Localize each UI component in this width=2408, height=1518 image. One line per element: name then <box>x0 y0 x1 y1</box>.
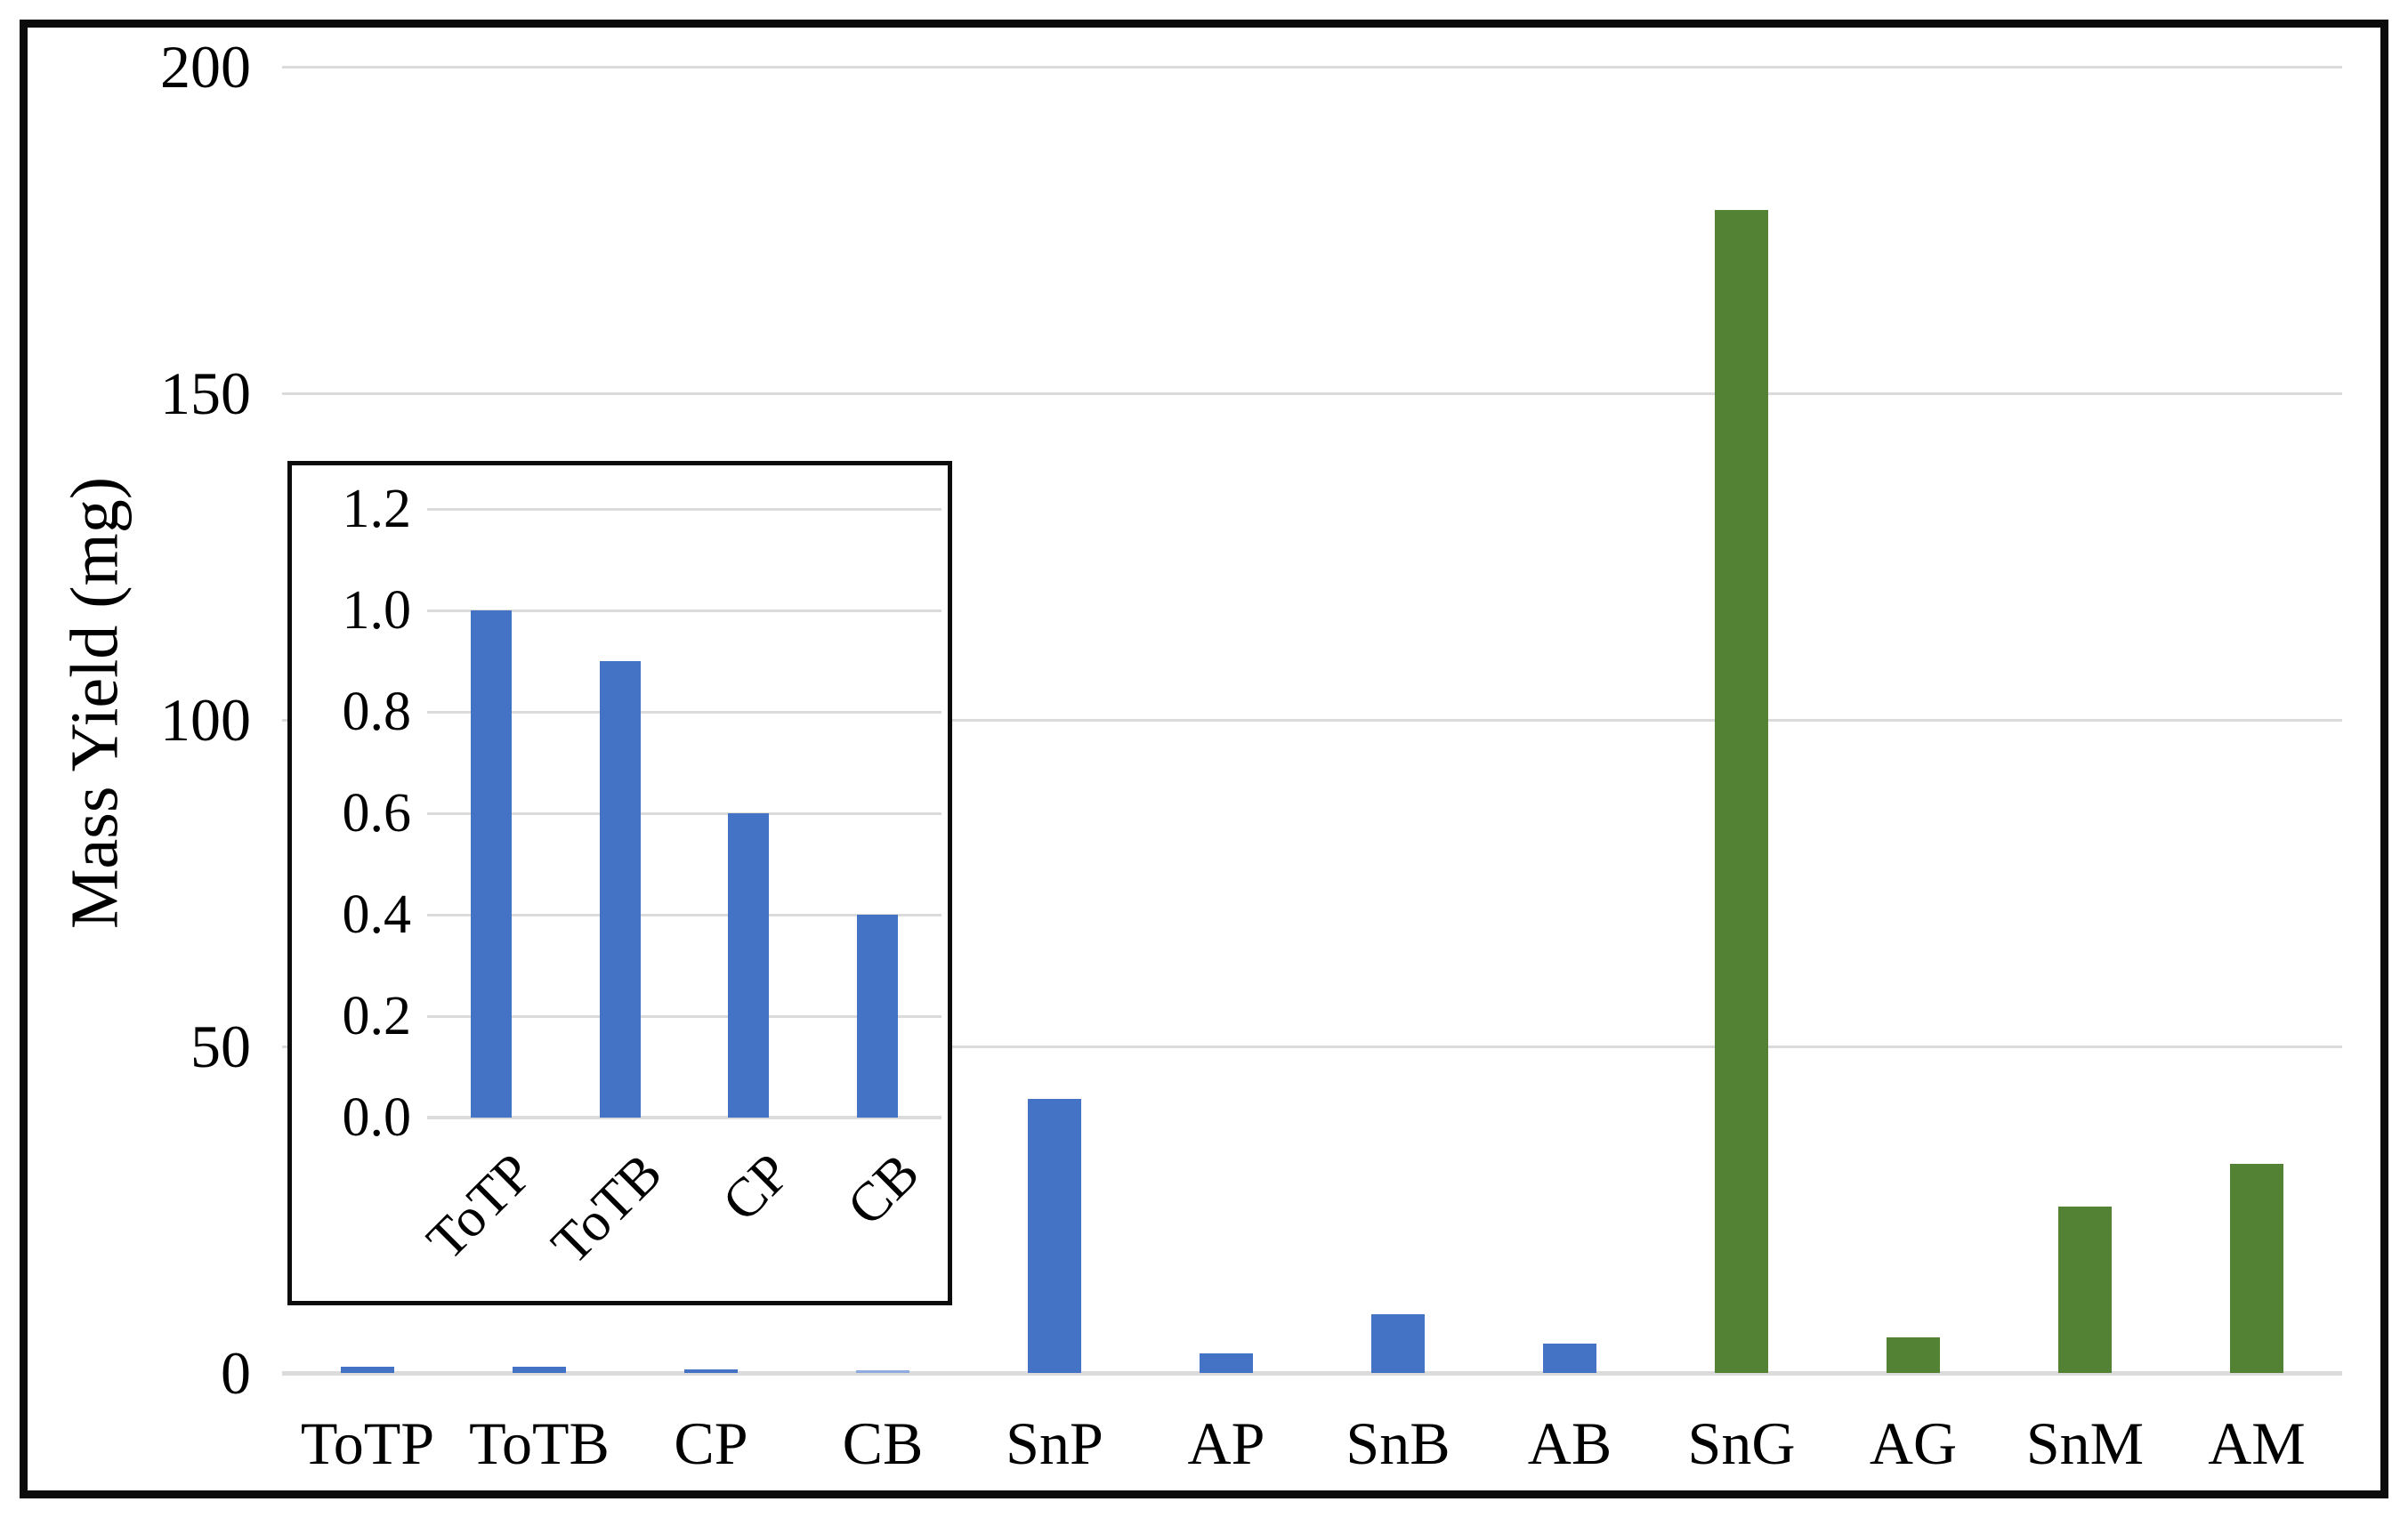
inset-chart-gridline <box>427 610 941 612</box>
bar-ab <box>1543 1344 1596 1373</box>
bar-ap <box>1200 1353 1253 1373</box>
x-tick-label-ab: AB <box>1527 1409 1612 1477</box>
bar-totb <box>600 661 641 1118</box>
main-chart-y-tick-label: 50 <box>190 1013 251 1080</box>
main-chart-y-tick-label: 200 <box>160 33 251 101</box>
inset-chart-y-tick-label: 1.2 <box>342 479 412 539</box>
x-tick-label-cp: CP <box>674 1409 748 1477</box>
main-chart-y-tick-label: 100 <box>160 686 251 754</box>
x-tick-label-ag: AG <box>1869 1409 1958 1477</box>
x-tick-label-snp: SnP <box>1006 1409 1103 1477</box>
inset-chart-gridline <box>427 1116 941 1119</box>
bar-snm <box>2058 1207 2112 1373</box>
inset-chart-y-tick-label: 0.0 <box>342 1087 412 1148</box>
bar-cp <box>728 813 769 1118</box>
x-tick-label-snm: SnM <box>2025 1409 2145 1477</box>
inset-chart-gridline <box>427 711 941 714</box>
bar-totb <box>513 1367 566 1373</box>
inset-chart-gridline <box>427 812 941 815</box>
inset-chart-y-tick-label: 1.0 <box>342 580 412 641</box>
inset-chart-gridline <box>427 1015 941 1018</box>
x-tick-label-am: AM <box>2208 1409 2306 1477</box>
inset-chart-y-tick-label: 0.2 <box>342 986 412 1046</box>
x-tick-label-cb: CB <box>842 1409 924 1477</box>
x-tick-label-totp: ToTP <box>416 1142 545 1272</box>
inset-chart-gridline <box>427 914 941 916</box>
bar-cb <box>857 915 898 1118</box>
main-chart-y-tick-label: 0 <box>221 1339 251 1407</box>
x-tick-label-totp: ToTP <box>300 1409 435 1477</box>
x-tick-label-snb: SnB <box>1345 1409 1450 1477</box>
bar-cp <box>684 1369 738 1373</box>
bar-ag <box>1887 1337 1940 1373</box>
bar-totp <box>341 1367 394 1373</box>
x-tick-label-sng: SnG <box>1687 1409 1796 1477</box>
inset-chart-y-tick-label: 0.8 <box>342 682 412 742</box>
main-chart-gridline <box>282 66 2342 69</box>
main-chart-y-tick-label: 150 <box>160 359 251 427</box>
bar-totp <box>471 610 512 1118</box>
bar-am <box>2230 1164 2283 1373</box>
inset-chart-y-tick-label: 0.6 <box>342 783 412 844</box>
main-chart-gridline <box>282 392 2342 395</box>
figure-border <box>20 20 2388 1498</box>
x-tick-label-totb: ToTB <box>469 1409 610 1477</box>
main-chart-gridline <box>282 719 2342 722</box>
bar-sng <box>1715 210 1768 1373</box>
bar-cb <box>856 1370 909 1373</box>
inset-chart-gridline <box>427 508 941 511</box>
bar-snb <box>1371 1314 1425 1373</box>
x-tick-label-ap: AP <box>1187 1409 1265 1477</box>
main-chart-gridline <box>282 1371 2342 1376</box>
main-chart-gridline <box>282 1046 2342 1048</box>
bar-snp <box>1028 1099 1081 1373</box>
inset-chart-y-tick-label: 0.4 <box>342 884 412 945</box>
